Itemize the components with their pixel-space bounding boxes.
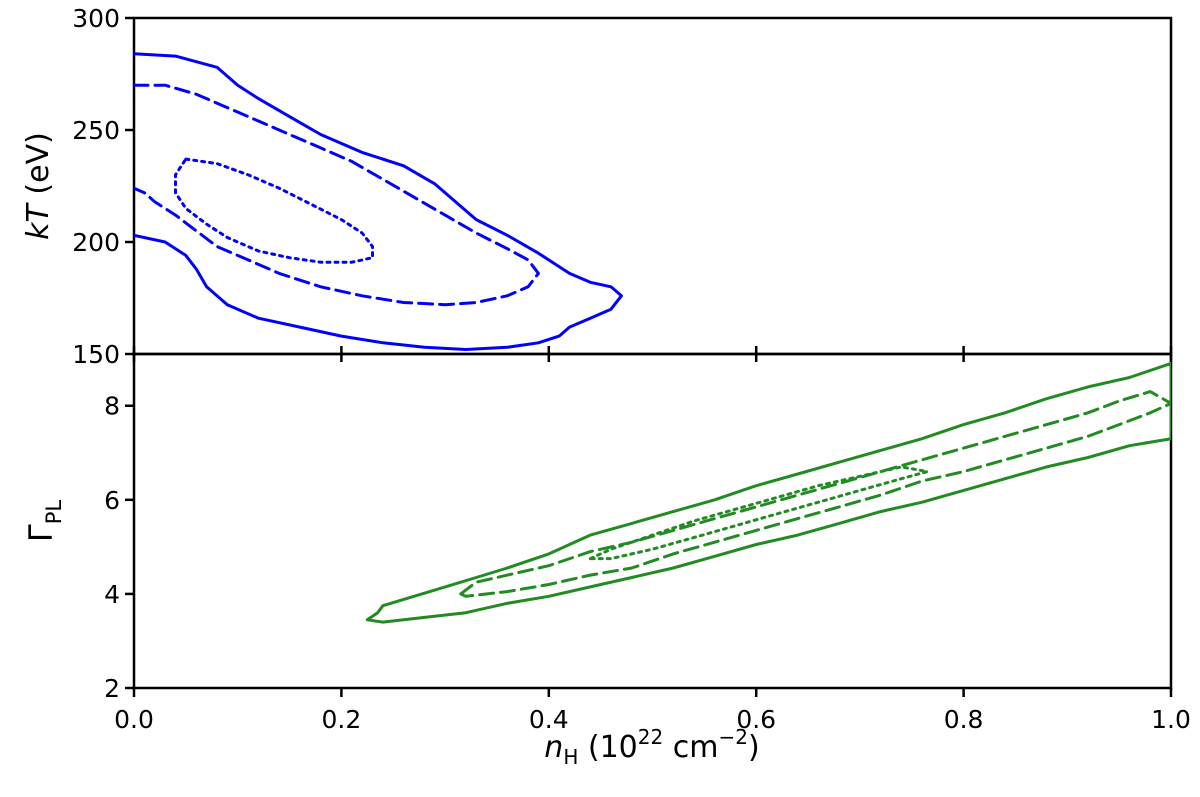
top-contour-middle: [134, 83, 540, 307]
x-tick-label: 0.0: [114, 705, 154, 734]
x-tick-label: 0.8: [944, 705, 984, 734]
axis-ticks: [125, 16, 1173, 697]
bottom-panel-frame: [132, 352, 1173, 690]
x-tick-label: 0.2: [322, 705, 362, 734]
bottom-y-tick-label: 4: [104, 580, 120, 609]
top-contour-inner: [174, 157, 374, 264]
bottom-y-tick-label: 6: [104, 486, 120, 515]
x-tick-label: 0.6: [736, 705, 776, 734]
top-y-tick-label: 250: [72, 116, 120, 145]
top-y-tick-label: 150: [72, 340, 120, 369]
top-y-tick-label: 200: [72, 228, 120, 257]
bottom-contour-middle: [459, 390, 1171, 598]
bottom-y-tick-label: 8: [104, 392, 120, 421]
top-contour-outer: [134, 52, 623, 351]
bottom-contours: [365, 361, 1171, 624]
top-y-axis-label: kT (eV): [21, 132, 56, 240]
x-axis-label: nH (1022 cm−2): [544, 725, 759, 769]
bottom-y-tick-label: 2: [104, 674, 120, 703]
axis-tick-labels: 150 200 250 300 2 4 6 8 0.0 0.2 0.4 0.6 0.8 1.0: [72, 4, 1191, 734]
bottom-contour-inner: [588, 465, 929, 561]
top-y-tick-label: 300: [72, 4, 120, 33]
top-contours: [134, 52, 623, 351]
x-tick-label: 0.4: [529, 705, 569, 734]
bottom-y-axis-label: ΓPL: [22, 500, 66, 542]
x-tick-label: 1.0: [1151, 705, 1191, 734]
bottom-contour-outer: [365, 361, 1171, 624]
top-panel-frame: [132, 16, 1173, 356]
